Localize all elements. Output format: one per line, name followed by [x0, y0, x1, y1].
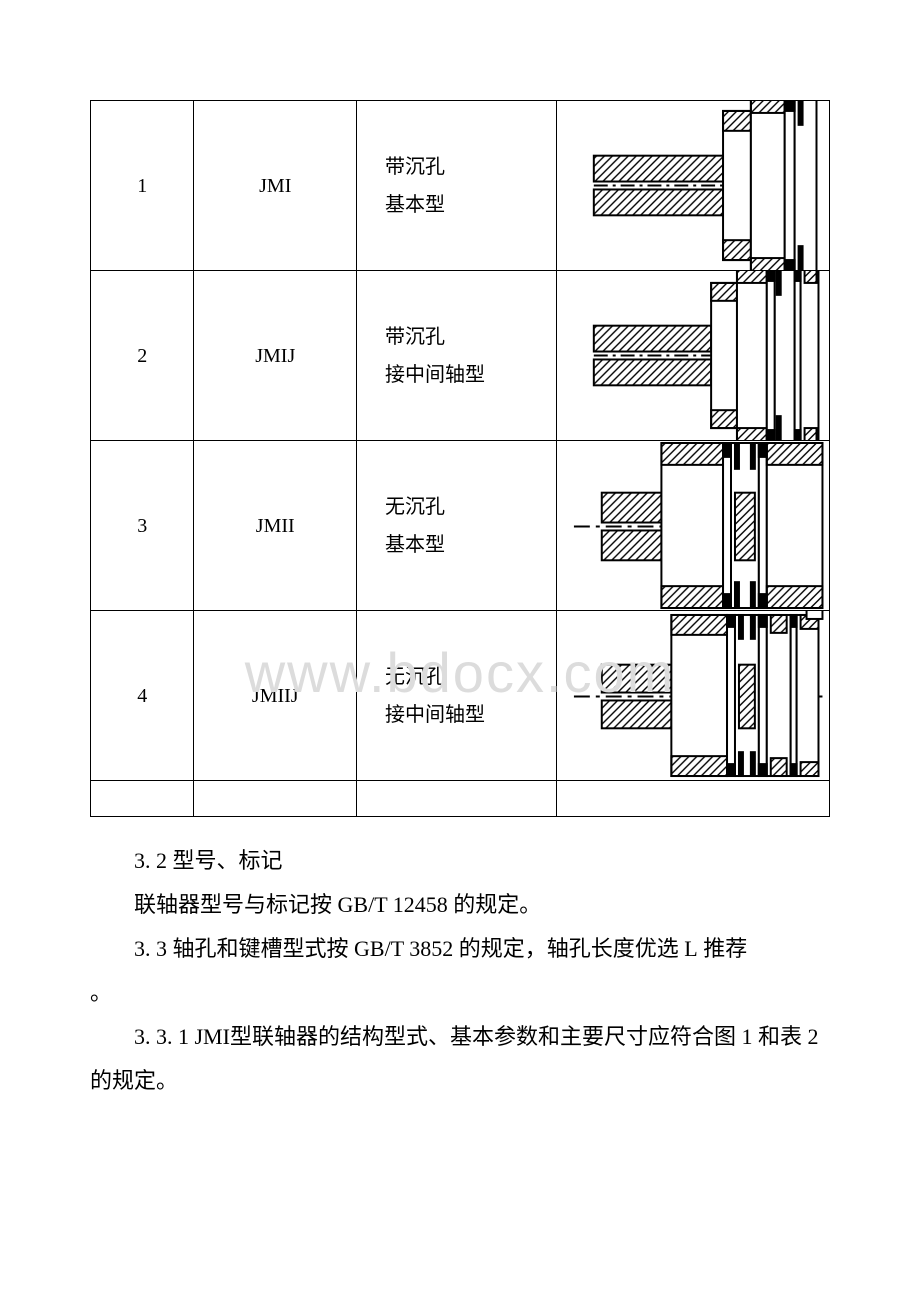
text: 2 — [807, 1024, 818, 1049]
text: 的规定。 — [90, 1068, 178, 1093]
desc-line1: 无沉孔 — [385, 496, 445, 518]
standard-ref: GB/T 3852 — [354, 936, 453, 961]
row-code: JMIJ — [194, 271, 357, 441]
coupling-diagram-icon — [557, 271, 829, 440]
table-row: 1 JMI 带沉孔 基本型 — [91, 101, 830, 271]
row-diagram — [556, 441, 829, 611]
desc-line1: 带沉孔 — [385, 156, 445, 178]
text: 推荐 — [698, 936, 748, 961]
table-row: 4 JMIIJ 无沉孔 接中间轴型 — [91, 611, 830, 781]
row-desc: 无沉孔 基本型 — [357, 441, 557, 611]
coupling-diagram-icon — [557, 611, 829, 780]
type-table-body: 1 JMI 带沉孔 基本型 — [91, 101, 830, 817]
row-desc: 带沉孔 接中间轴型 — [357, 271, 557, 441]
empty-cell — [91, 781, 194, 817]
standard-ref: GB/T 12458 — [338, 892, 448, 917]
row-num: 3 — [91, 441, 194, 611]
text: 的规定，轴孔长度优选 — [453, 936, 684, 961]
text: 的规定。 — [448, 892, 542, 917]
desc-line2: 接中间轴型 — [385, 364, 485, 386]
row-desc: 无沉孔 接中间轴型 — [357, 611, 557, 781]
paragraph: 联轴器型号与标记按 GB/T 12458 的规定。 — [90, 883, 830, 927]
page: 1 JMI 带沉孔 基本型 — [0, 0, 920, 1163]
text: 1 — [741, 1024, 752, 1049]
coupling-diagram-icon — [557, 441, 829, 610]
row-num: 2 — [91, 271, 194, 441]
table-row: 2 JMIJ 带沉孔 接中间轴型 — [91, 271, 830, 441]
paragraph: 。 — [90, 971, 830, 1015]
text: 联轴器型号与标记按 — [134, 892, 338, 917]
desc-line1: 带沉孔 — [385, 326, 445, 348]
heading-3-2: 3. 2 型号、标记 — [90, 839, 830, 883]
table-row-empty — [91, 781, 830, 817]
text: 3. 3 轴孔和键槽型式按 — [134, 936, 354, 961]
desc-line2: 基本型 — [385, 534, 445, 556]
row-diagram — [556, 101, 829, 271]
empty-cell — [357, 781, 557, 817]
row-num: 1 — [91, 101, 194, 271]
empty-cell — [556, 781, 829, 817]
body-text: 3. 2 型号、标记 联轴器型号与标记按 GB/T 12458 的规定。 3. … — [90, 839, 830, 1103]
text: 3. 3. 1 — [134, 1024, 195, 1049]
paragraph: 3. 3. 1 JMI型联轴器的结构型式、基本参数和主要尺寸应符合图 1 和表 … — [90, 1015, 830, 1103]
paragraph: 3. 3 轴孔和键槽型式按 GB/T 3852 的规定，轴孔长度优选 L 推荐 — [90, 927, 830, 971]
type-table: 1 JMI 带沉孔 基本型 — [90, 100, 830, 817]
text: 型联轴器的结构型式、基本参数和主要尺寸应符合图 — [230, 1024, 742, 1049]
desc-line2: 基本型 — [385, 194, 445, 216]
text: 和表 — [752, 1024, 807, 1049]
text: L — [684, 936, 697, 961]
table-row: 3 JMII 无沉孔 基本型 — [91, 441, 830, 611]
desc-line1: 无沉孔 — [385, 666, 445, 688]
row-code: JMI — [194, 101, 357, 271]
model-code: JMI — [195, 1024, 230, 1049]
row-code: JMIIJ — [194, 611, 357, 781]
row-diagram — [556, 611, 829, 781]
row-num: 4 — [91, 611, 194, 781]
desc-line2: 接中间轴型 — [385, 704, 485, 726]
empty-cell — [194, 781, 357, 817]
row-desc: 带沉孔 基本型 — [357, 101, 557, 271]
row-diagram — [556, 271, 829, 441]
row-code: JMII — [194, 441, 357, 611]
coupling-diagram-icon — [557, 101, 829, 270]
